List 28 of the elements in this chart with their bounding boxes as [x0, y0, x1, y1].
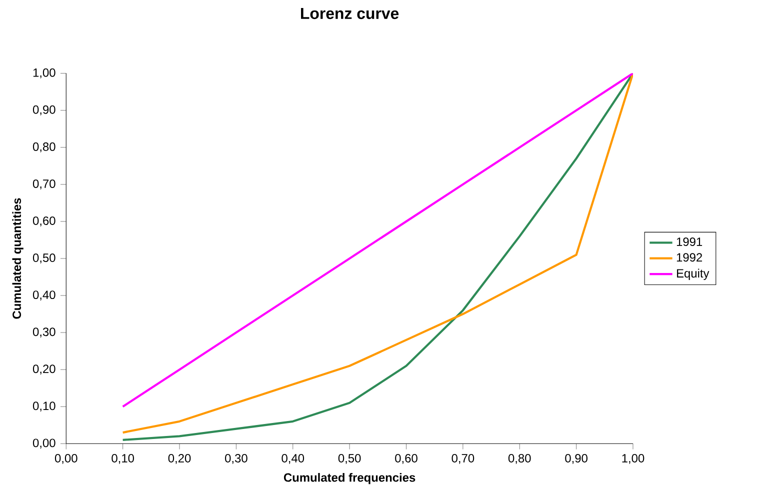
y-tick-label: 0,10: [32, 402, 56, 412]
y-tick-label: 0,50: [32, 253, 56, 264]
y-tick-label: 0,70: [32, 179, 56, 190]
legend-label: 1992: [676, 253, 702, 262]
y-tick-label: 0,30: [32, 328, 56, 338]
x-tick-label: 0,80: [508, 454, 531, 464]
x-tick-label: 0,60: [395, 454, 418, 464]
x-tick-label: 0,90: [565, 454, 588, 464]
y-tick-label: 0,00: [32, 438, 56, 449]
legend-label: Equity: [677, 268, 710, 280]
x-tick-label: 0,40: [282, 454, 304, 464]
x-tick-label: 1,00: [622, 454, 644, 464]
y-tick-label: 0,20: [32, 364, 56, 374]
x-tick-label: 0,20: [168, 454, 191, 464]
x-tick-label: 0,50: [338, 454, 361, 464]
x-tick-label: 0,70: [452, 454, 474, 464]
y-tick-label: 0,80: [32, 142, 56, 152]
y-tick-label: 0,40: [32, 290, 56, 300]
x-axis-title: Cumulated frequencies: [284, 472, 416, 484]
y-axis-title: Cumulated quantities: [12, 198, 24, 319]
legend-label: 1991: [676, 237, 702, 246]
y-tick-label: 1,00: [33, 68, 56, 78]
x-tick-label: 0,10: [112, 454, 134, 464]
chart-title: Lorenz curve: [301, 8, 399, 20]
x-tick-label: 0,00: [54, 454, 78, 464]
y-tick-label: 0,90: [32, 105, 56, 116]
y-tick-label: 0,60: [32, 216, 56, 226]
x-tick-label: 0,30: [225, 454, 248, 464]
